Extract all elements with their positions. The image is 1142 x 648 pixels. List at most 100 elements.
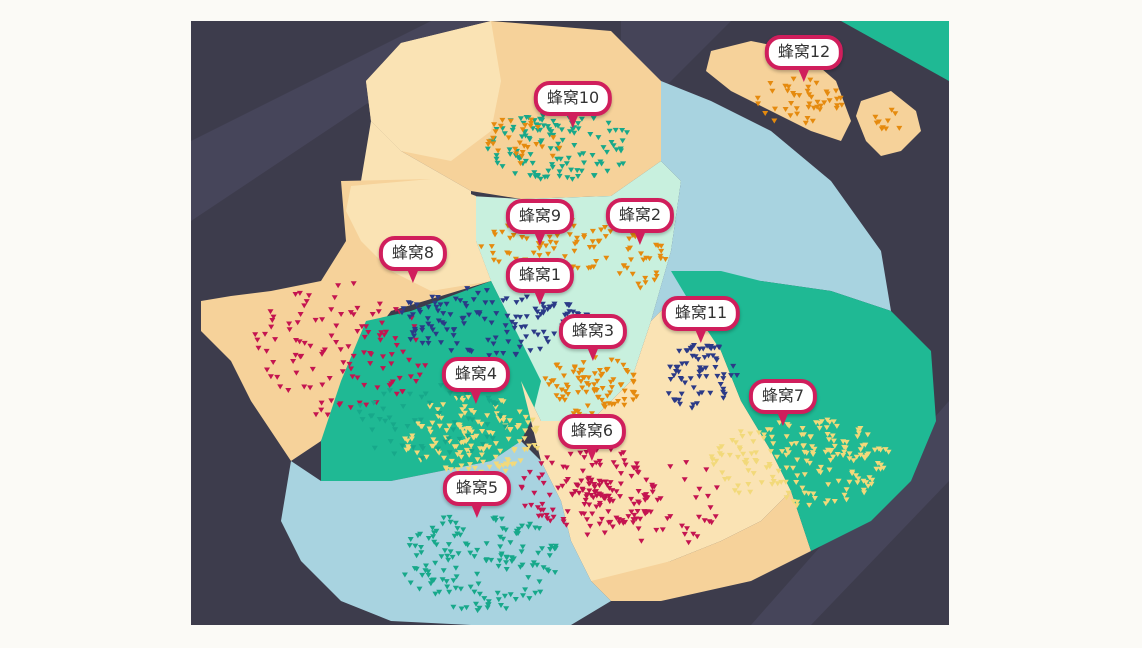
- station-triangle: [510, 124, 517, 130]
- station-triangle: [599, 386, 606, 391]
- station-triangle: [410, 445, 417, 451]
- station-triangle: [486, 353, 493, 359]
- station-triangle: [873, 466, 880, 472]
- hive-marker-5[interactable]: 蜂窝5: [442, 471, 512, 518]
- hive-marker-7[interactable]: 蜂窝7: [748, 379, 818, 426]
- station-triangle: [547, 304, 554, 310]
- hive-marker-3[interactable]: 蜂窝3: [558, 314, 628, 361]
- hive-marker-12[interactable]: 蜂窝12: [764, 35, 844, 82]
- station-triangle: [412, 337, 419, 343]
- station-triangle: [728, 373, 735, 379]
- station-triangle: [695, 357, 702, 363]
- hive-marker-11[interactable]: 蜂窝11: [661, 296, 741, 343]
- station-triangle: [429, 294, 436, 300]
- station-triangle: [380, 366, 386, 372]
- station-triangle: [633, 394, 640, 400]
- station-triangle: [429, 327, 436, 333]
- station-triangle: [386, 415, 393, 421]
- hive-marker-2[interactable]: 蜂窝2: [605, 198, 675, 245]
- station-triangle: [553, 393, 560, 399]
- station-triangle: [390, 422, 397, 428]
- station-triangle: [512, 171, 519, 177]
- station-triangle: [404, 424, 411, 429]
- station-triangle: [862, 442, 869, 448]
- station-triangle: [493, 153, 500, 159]
- map-frame[interactable]: 蜂窝1 蜂窝2 蜂窝3 蜂窝4 蜂窝5 蜂窝6 蜂窝7 蜂窝8 蜂窝9 蜂窝10…: [191, 21, 949, 625]
- station-triangle: [608, 140, 615, 145]
- station-triangle: [617, 382, 624, 388]
- station-triangle: [754, 95, 761, 101]
- station-triangle: [500, 399, 507, 405]
- station-triangle: [667, 514, 674, 520]
- district-north-edge: [366, 21, 501, 161]
- station-triangle: [461, 430, 468, 436]
- station-triangle: [521, 476, 528, 482]
- station-triangle: [579, 486, 586, 492]
- station-triangle: [526, 469, 533, 475]
- station-triangle: [407, 391, 413, 397]
- station-triangle: [718, 444, 725, 450]
- station-triangle: [522, 133, 529, 139]
- station-triangle: [526, 443, 533, 449]
- station-triangle: [419, 340, 426, 346]
- station-triangle: [413, 302, 420, 308]
- station-triangle: [553, 240, 560, 246]
- station-triangle: [445, 436, 452, 442]
- station-triangle: [589, 153, 596, 158]
- district-west-teal: [321, 281, 541, 481]
- station-triangle: [596, 483, 603, 489]
- station-triangle: [517, 458, 524, 464]
- station-triangle: [770, 479, 777, 484]
- station-triangle: [445, 557, 452, 563]
- station-triangle: [425, 341, 432, 346]
- station-triangle: [443, 428, 450, 434]
- station-triangle: [499, 229, 506, 235]
- station-triangle: [367, 361, 374, 367]
- station-triangle: [486, 139, 493, 145]
- hive-label: 蜂窝9: [505, 199, 575, 234]
- station-triangle: [446, 514, 453, 520]
- station-triangle: [492, 454, 499, 460]
- station-triangle: [475, 290, 481, 296]
- station-triangle: [293, 370, 300, 376]
- station-triangle: [790, 76, 797, 82]
- station-triangle: [778, 479, 785, 485]
- station-triangle: [622, 519, 629, 525]
- station-triangle: [600, 403, 607, 409]
- station-triangle: [411, 566, 418, 572]
- station-triangle: [452, 296, 459, 302]
- hive-marker-1[interactable]: 蜂窝1: [505, 258, 575, 305]
- station-triangle: [694, 401, 700, 407]
- pin-tail: [588, 349, 598, 361]
- station-triangle: [504, 313, 511, 319]
- station-triangle: [538, 461, 545, 467]
- station-triangle: [434, 295, 441, 300]
- station-triangle: [805, 84, 812, 90]
- hive-marker-6[interactable]: 蜂窝6: [557, 414, 627, 461]
- station-triangle: [348, 366, 354, 372]
- station-triangle: [536, 526, 543, 532]
- station-triangle: [550, 246, 557, 252]
- station-triangle: [525, 575, 532, 581]
- station-triangle: [292, 292, 299, 297]
- station-triangle: [440, 402, 447, 408]
- station-triangle: [585, 477, 592, 483]
- hive-marker-4[interactable]: 蜂窝4: [441, 357, 511, 404]
- station-triangle: [528, 502, 535, 508]
- station-triangle: [465, 347, 471, 353]
- station-triangle: [388, 352, 395, 358]
- hive-marker-8[interactable]: 蜂窝8: [378, 236, 448, 283]
- station-triangle: [654, 497, 661, 503]
- station-triangle: [270, 360, 277, 365]
- station-triangle: [536, 245, 543, 251]
- hive-marker-10[interactable]: 蜂窝10: [533, 81, 613, 128]
- station-triangle: [285, 388, 292, 393]
- station-triangle: [785, 490, 792, 496]
- station-triangle: [877, 447, 884, 453]
- station-triangle: [452, 585, 459, 591]
- station-triangle: [399, 389, 406, 395]
- hive-marker-9[interactable]: 蜂窝9: [505, 199, 575, 246]
- station-triangle: [369, 427, 376, 433]
- station-triangle: [552, 123, 559, 128]
- station-triangle: [604, 366, 611, 372]
